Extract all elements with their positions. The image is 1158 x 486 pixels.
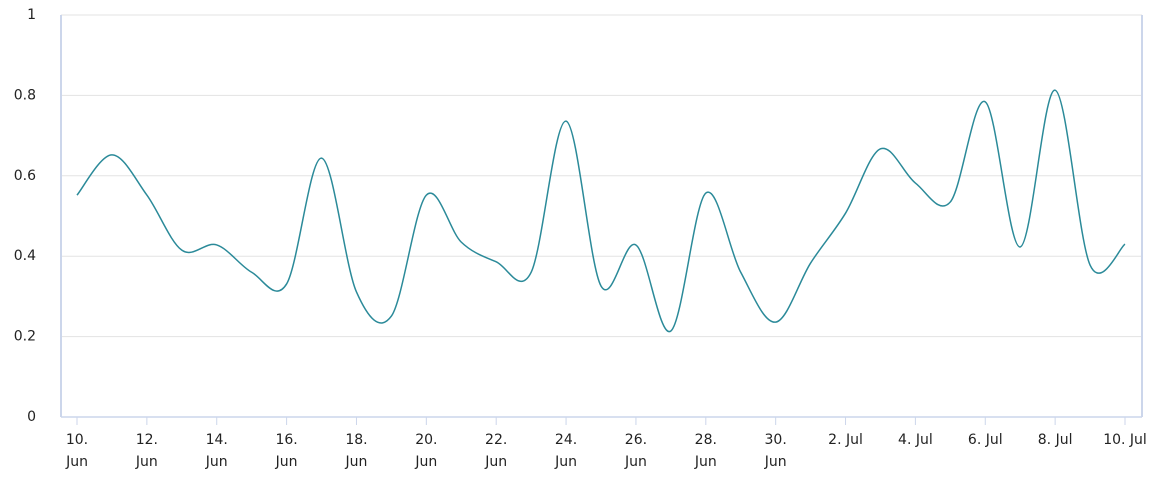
- y-tick-label: 0: [27, 409, 36, 425]
- x-tick-label: 22. Jun: [485, 432, 508, 470]
- y-tick-label: 0.8: [14, 87, 36, 103]
- x-tick-label: 26. Jun: [624, 432, 648, 470]
- x-tick-label: 18. Jun: [345, 432, 368, 470]
- x-tick-label: 14. Jun: [205, 432, 228, 470]
- x-tick-label: 24. Jun: [554, 432, 578, 470]
- y-tick-label: 0.6: [14, 168, 36, 184]
- x-tick-label: 30. Jun: [764, 432, 787, 470]
- x-tick-label: 20. Jun: [415, 432, 438, 470]
- x-tick-label: 10. Jun: [65, 432, 89, 470]
- x-tick-label: 28. Jun: [694, 432, 717, 470]
- y-tick-label: 1: [27, 7, 36, 23]
- x-tick-label: 4. Jul: [898, 432, 933, 448]
- x-tick-label: 2. Jul: [828, 432, 863, 448]
- y-tick-label: 0.4: [14, 248, 36, 264]
- x-tick-label: 16. Jun: [275, 432, 298, 470]
- line-series: [76, 89, 1126, 332]
- x-tick-label: 10. Jul: [1103, 432, 1147, 448]
- x-tick-label: 8. Jul: [1037, 432, 1073, 448]
- y-tick-label: 0.2: [14, 329, 36, 345]
- x-tick-label: 6. Jul: [967, 432, 1003, 448]
- x-tick-label: 12. Jun: [135, 432, 158, 470]
